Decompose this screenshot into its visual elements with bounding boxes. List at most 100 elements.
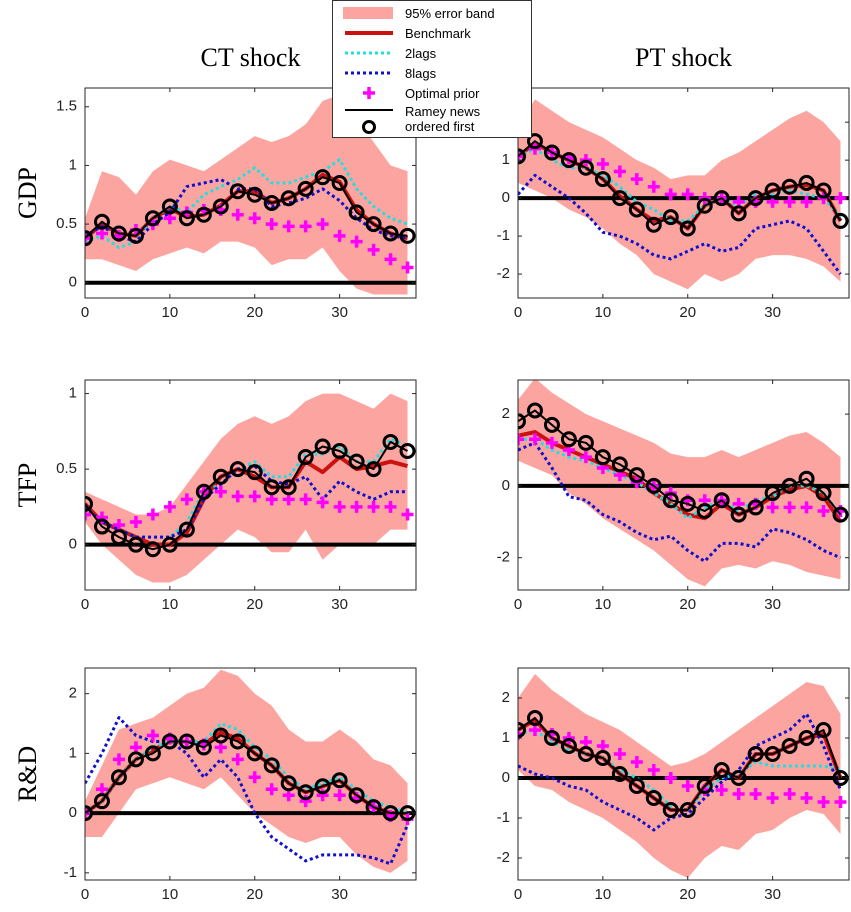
- marker-circle: [263, 479, 280, 496]
- axes-box: [84, 667, 417, 881]
- legend-label: 2lags: [405, 45, 437, 61]
- marker-circle: [594, 171, 611, 188]
- marker-circle: [161, 198, 178, 215]
- marker-circle: [195, 739, 212, 756]
- series-line: [518, 173, 842, 275]
- marker-plus: [367, 500, 380, 513]
- marker-plus: [85, 232, 91, 245]
- legend-entry: 95% error band: [333, 3, 531, 23]
- y-tick-label: 0: [69, 536, 77, 553]
- y-tick-label: 1: [69, 744, 77, 761]
- panel-title: CT shock: [201, 43, 301, 72]
- marker-circle: [280, 775, 297, 792]
- x-tick-label: 30: [331, 304, 348, 321]
- swatch-band: [343, 7, 393, 19]
- y-tick-label: 0: [502, 189, 510, 206]
- marker-circle: [764, 182, 781, 199]
- marker-plus: [367, 243, 380, 256]
- marker-plus: [817, 796, 830, 808]
- marker-circle: [331, 772, 348, 789]
- y-tick-label: -1: [497, 809, 510, 826]
- marker-plus: [316, 496, 329, 509]
- y-tick-label: 1: [502, 151, 510, 168]
- marker-plus: [596, 157, 609, 170]
- marker-circle: [85, 230, 93, 247]
- marker-circle: [246, 745, 263, 762]
- marker-circle: [577, 746, 594, 762]
- marker-circle: [365, 799, 382, 816]
- x-tick-label: 30: [331, 886, 348, 903]
- marker-plus: [783, 501, 796, 514]
- marker-circle: [832, 506, 849, 523]
- marker-plus: [282, 493, 295, 506]
- marker-circle: [560, 152, 577, 169]
- marker-circle: [382, 225, 399, 242]
- panel-title: PT shock: [635, 43, 732, 72]
- marker-plus: [146, 508, 159, 521]
- y-tick-label: 2: [502, 689, 510, 706]
- marker-plus: [630, 173, 643, 186]
- y-tick-label: -2: [497, 265, 510, 282]
- x-tick-label: 10: [595, 886, 612, 903]
- marker-circle: [543, 416, 560, 433]
- marker-plus: [545, 436, 558, 449]
- marker-circle: [178, 733, 195, 750]
- marker-circle: [662, 802, 679, 818]
- marker-plus: [528, 724, 541, 736]
- marker-plus: [350, 235, 363, 248]
- x-tick-label: 0: [514, 304, 522, 321]
- marker-plus: [664, 188, 677, 201]
- x-tick-label: 0: [514, 596, 522, 613]
- marker-plus: [401, 508, 414, 521]
- marker-circle: [127, 227, 144, 244]
- legend-entry: Optimal prior: [333, 83, 531, 103]
- marker-plus: [231, 753, 244, 766]
- marker-circle: [331, 443, 348, 460]
- marker-circle: [747, 746, 764, 762]
- x-tick-label: 0: [514, 886, 522, 903]
- marker-circle: [127, 536, 144, 553]
- marker-plus: [316, 789, 329, 802]
- marker-circle: [518, 413, 526, 430]
- series-line: [85, 440, 408, 551]
- marker-circle: [85, 495, 93, 512]
- marker-circle: [747, 190, 764, 207]
- marker-circle: [110, 769, 127, 786]
- y-tick-label: 0: [69, 274, 77, 291]
- marker-plus: [401, 261, 414, 274]
- marker-plus: [180, 493, 193, 506]
- marker-circle: [212, 727, 229, 744]
- marker-circle: [212, 468, 229, 485]
- marker-circle: [144, 541, 161, 558]
- marker-circle: [696, 778, 713, 794]
- marker-circle: [399, 443, 416, 460]
- marker-plus: [299, 795, 312, 808]
- marker-circle: [399, 227, 416, 244]
- swatch-circle: [362, 120, 376, 134]
- marker-plus: [834, 192, 847, 205]
- marker-plus: [766, 501, 779, 514]
- marker-plus: [528, 433, 541, 446]
- marker-plus: [817, 505, 830, 518]
- marker-circle: [713, 190, 730, 207]
- x-tick-label: 10: [162, 596, 179, 613]
- marker-plus: [112, 753, 125, 766]
- x-tick-label: 0: [81, 596, 89, 613]
- marker-plus: [834, 796, 847, 808]
- marker-circle: [144, 745, 161, 762]
- series-line: [85, 716, 409, 866]
- plot-area: [85, 95, 416, 295]
- error-band: [518, 99, 841, 290]
- x-tick-label: 20: [246, 886, 263, 903]
- legend-label: Optimal prior: [405, 85, 480, 101]
- y-tick-label: 0: [502, 769, 510, 786]
- marker-plus: [800, 195, 813, 208]
- marker-plus: [333, 789, 346, 802]
- marker-circle: [815, 722, 832, 738]
- axes-box: [517, 379, 850, 591]
- marker-plus: [163, 500, 176, 513]
- marker-circle: [526, 402, 543, 419]
- legend-swatch: [345, 109, 393, 134]
- legend-swatch: [345, 31, 393, 35]
